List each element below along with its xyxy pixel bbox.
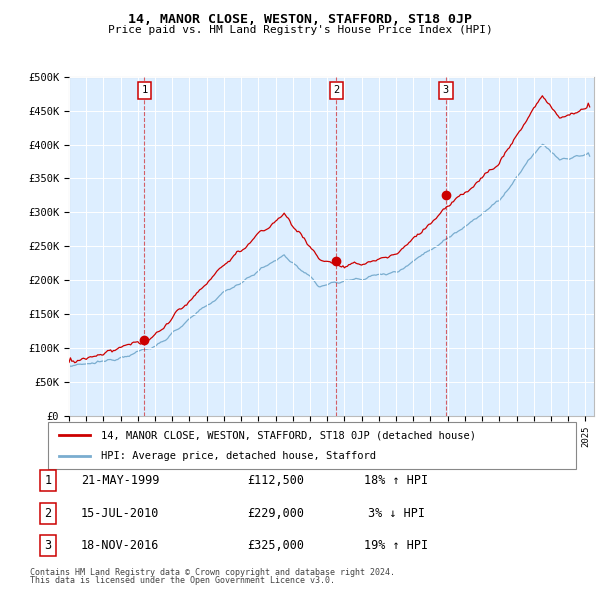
Text: 15-JUL-2010: 15-JUL-2010 [81,507,159,520]
Text: 2: 2 [334,86,340,95]
Text: 1: 1 [44,474,52,487]
Text: 2: 2 [44,507,52,520]
Text: Price paid vs. HM Land Registry's House Price Index (HPI): Price paid vs. HM Land Registry's House … [107,25,493,35]
FancyBboxPatch shape [48,422,576,469]
Text: 14, MANOR CLOSE, WESTON, STAFFORD, ST18 0JP: 14, MANOR CLOSE, WESTON, STAFFORD, ST18 … [128,13,472,26]
Text: £325,000: £325,000 [248,539,305,552]
Text: 19% ↑ HPI: 19% ↑ HPI [364,539,428,552]
Text: 18-NOV-2016: 18-NOV-2016 [81,539,159,552]
Text: 14, MANOR CLOSE, WESTON, STAFFORD, ST18 0JP (detached house): 14, MANOR CLOSE, WESTON, STAFFORD, ST18 … [101,430,476,440]
Text: Contains HM Land Registry data © Crown copyright and database right 2024.: Contains HM Land Registry data © Crown c… [30,568,395,577]
Text: 3: 3 [443,86,449,95]
Text: £229,000: £229,000 [248,507,305,520]
Text: This data is licensed under the Open Government Licence v3.0.: This data is licensed under the Open Gov… [30,576,335,585]
Text: 3: 3 [44,539,52,552]
Text: 3% ↓ HPI: 3% ↓ HPI [367,507,425,520]
Text: 18% ↑ HPI: 18% ↑ HPI [364,474,428,487]
Text: HPI: Average price, detached house, Stafford: HPI: Average price, detached house, Staf… [101,451,376,461]
Text: £112,500: £112,500 [248,474,305,487]
Text: 21-MAY-1999: 21-MAY-1999 [81,474,159,487]
Text: 1: 1 [141,86,148,95]
